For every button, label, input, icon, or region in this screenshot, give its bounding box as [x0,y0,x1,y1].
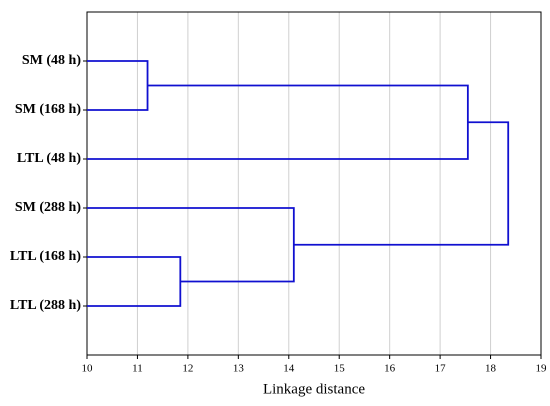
dendrogram-link [87,207,295,283]
x-tick-label: 19 [536,363,548,375]
x-tick-label: 17 [435,363,447,375]
leaf-label: SM (168 h) [15,102,81,117]
dendrogram-link [87,256,182,307]
x-tick-label: 12 [182,363,193,375]
x-tick-label: 13 [233,363,245,375]
x-tick-label: 14 [283,363,295,375]
dendrogram-link [87,60,149,111]
leaf-label: LTL (168 h) [10,249,81,264]
leaf-label: SM (288 h) [15,200,81,215]
x-tick-label: 18 [485,363,497,375]
leaf-label: LTL (48 h) [17,151,81,166]
dendrogram-link [87,84,469,160]
x-axis-title: Linkage distance [263,381,365,397]
dendrogram-link [293,121,510,246]
x-tick-label: 16 [384,363,396,375]
x-tick-label: 10 [82,363,94,375]
leaf-label: SM (48 h) [22,53,81,68]
leaf-label: LTL (288 h) [10,298,81,313]
x-tick-label: 11 [132,363,143,375]
x-tick-label: 15 [334,363,346,375]
plot-frame [86,11,542,356]
